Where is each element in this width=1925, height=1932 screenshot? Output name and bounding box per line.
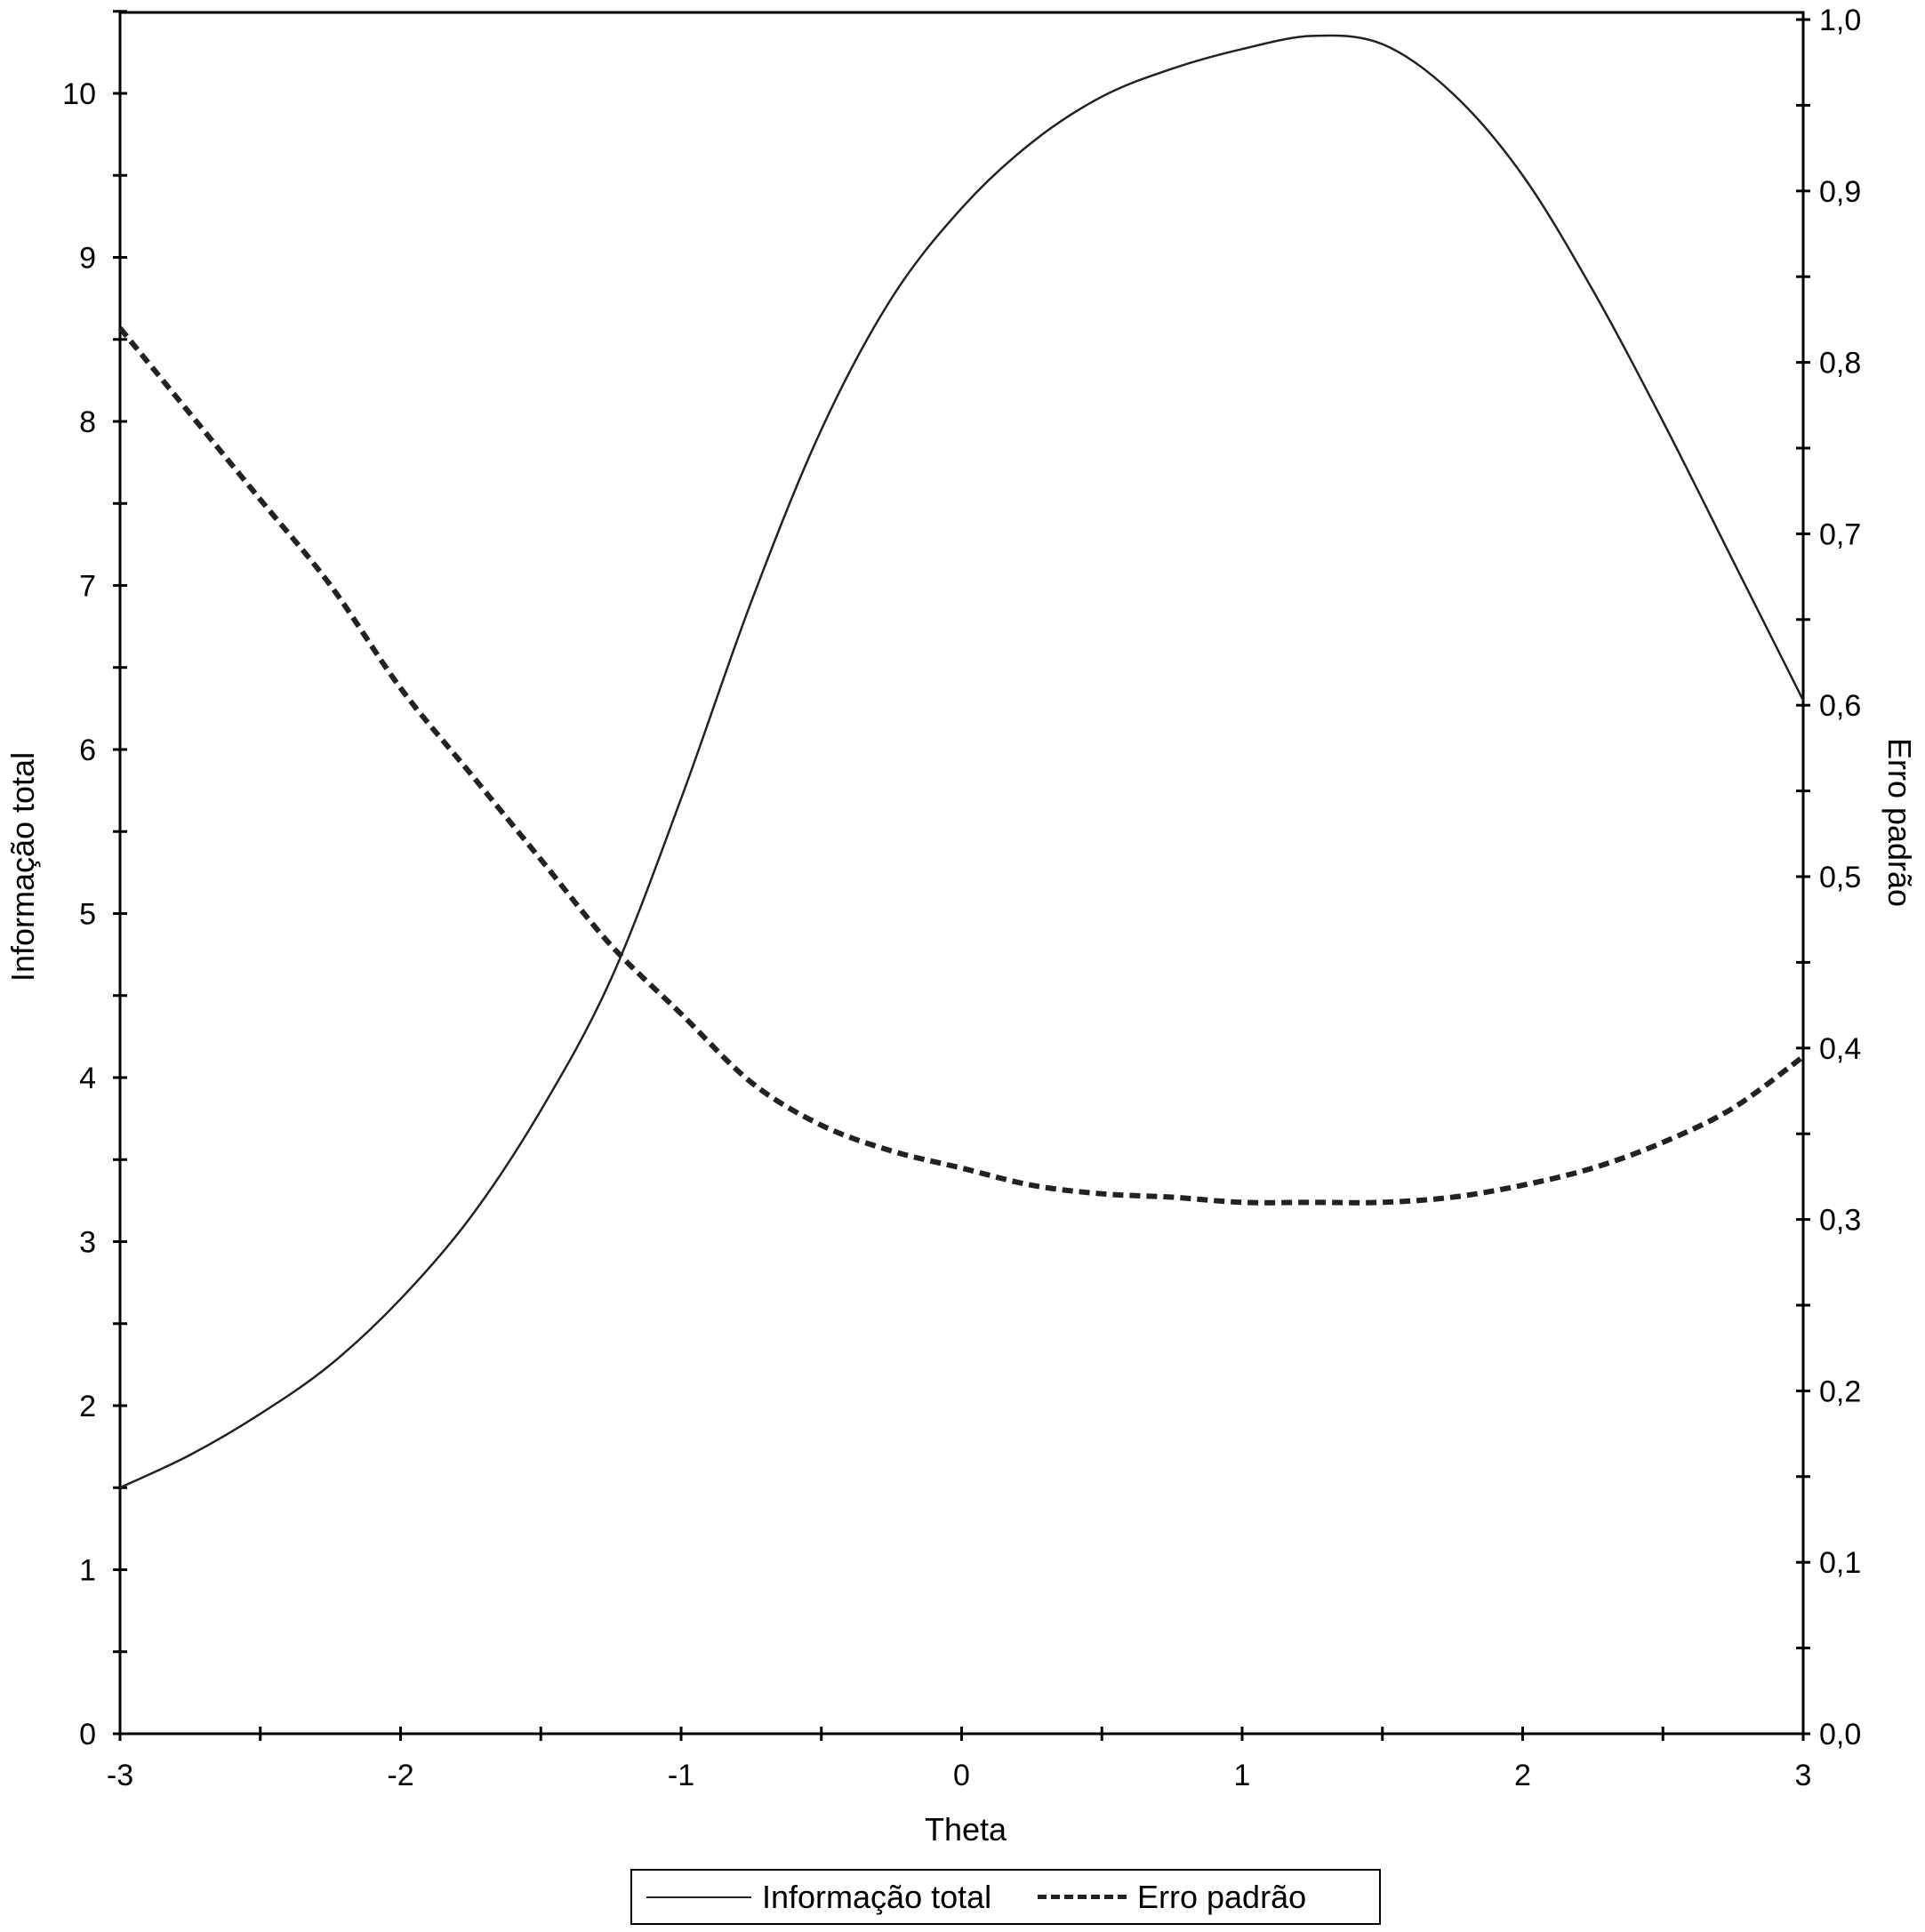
y-left-tick-labels: 0 1 2 3 4 5 6 7 8 9 10	[62, 77, 96, 1752]
y-left-tick-label: 10	[62, 77, 96, 111]
y-left-axis-title: Informação total	[4, 752, 41, 982]
y-left-tick-label: 1	[79, 1554, 96, 1588]
legend-solid-line-swatch	[646, 1896, 751, 1898]
y-left-tick-label: 2	[79, 1390, 96, 1423]
y-right-tick-label: 0,2	[1819, 1375, 1861, 1408]
y-right-axis-title: Erro padrão	[1881, 738, 1918, 907]
minor-ticks	[113, 10, 1810, 1741]
x-tick-label: 1	[1234, 1759, 1251, 1792]
x-tick-label: 2	[1514, 1759, 1531, 1792]
y-left-tick-label: 8	[79, 405, 96, 439]
y-left-tick-label: 4	[79, 1062, 96, 1095]
legend-entry-erro: Erro padrão	[1038, 1871, 1306, 1923]
y-left-tick-label: 5	[79, 898, 96, 932]
y-left-tick-label: 3	[79, 1226, 96, 1260]
y-right-tick-label: 0,4	[1819, 1032, 1861, 1066]
y-right-tick-label: 0,6	[1819, 689, 1861, 723]
y-left-tick-label: 7	[79, 570, 96, 604]
legend-label-informacao: Informação total	[762, 1878, 992, 1915]
y-left-tick-label: 0	[79, 1718, 96, 1752]
x-tick-label: -2	[387, 1759, 413, 1792]
y-right-tick-labels: 0,0 0,1 0,2 0,3 0,4 0,5 0,6 0,7 0,8 0,9 1,0	[1819, 4, 1861, 1752]
legend-label-erro: Erro padrão	[1137, 1878, 1307, 1915]
x-axis-title: Theta	[925, 1811, 1007, 1848]
y-right-tick-label: 0,7	[1819, 517, 1861, 551]
y-right-tick-label: 0,3	[1819, 1204, 1861, 1238]
x-tick-labels: -3 -2 -1 0 1 2 3	[107, 1759, 1812, 1792]
plot-frame	[118, 11, 1805, 1736]
x-tick-label: 0	[953, 1759, 970, 1792]
y-left-tick-label: 9	[79, 242, 96, 276]
x-tick-label: -1	[668, 1759, 694, 1792]
y-right-tick-label: 0,0	[1819, 1718, 1861, 1752]
plot-border	[118, 11, 1805, 1736]
x-tick-label: 3	[1795, 1759, 1812, 1792]
y-right-tick-label: 0,8	[1819, 347, 1861, 381]
legend-entry-informacao: Informação total	[646, 1871, 991, 1923]
legend: Informação total Erro padrão	[630, 1869, 1381, 1925]
series-lines	[117, 34, 1805, 1489]
y-right-tick-label: 0,5	[1819, 861, 1861, 894]
series-line-erro-padrao	[117, 326, 1805, 1206]
y-right-tick-label: 0,1	[1819, 1546, 1861, 1580]
series-line-informacao-total	[119, 34, 1805, 1489]
y-left-tick-label: 6	[79, 734, 96, 767]
x-tick-label: -3	[107, 1759, 133, 1792]
legend-dashed-line-swatch	[1038, 1895, 1127, 1899]
y-right-tick-label: 1,0	[1819, 4, 1861, 37]
y-right-tick-label: 0,9	[1819, 175, 1861, 209]
